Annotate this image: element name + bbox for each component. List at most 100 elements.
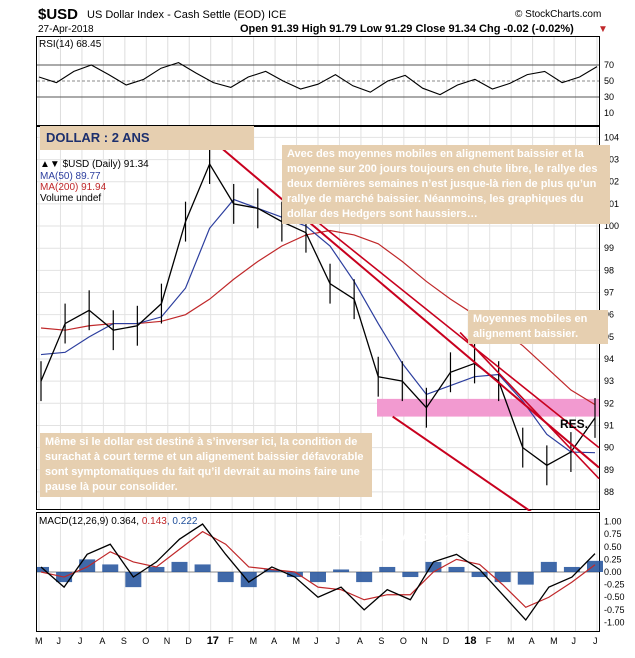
rsi-tick-label: 50	[604, 76, 614, 86]
x-axis-label: J	[56, 636, 61, 646]
price-tick-label: 98	[604, 265, 614, 275]
price-legend-icon: ▲▼	[40, 159, 60, 170]
macd-tick-label: 0.50	[604, 542, 622, 552]
price-tick-label: 94	[604, 354, 614, 364]
macd-histogram-bar	[517, 572, 534, 585]
price-tick-label: 93	[604, 376, 614, 386]
ohlc-readout: Open 91.39 High 91.79 Low 91.29 Close 91…	[240, 23, 574, 35]
ma50-line	[40, 198, 596, 454]
macd-plot: 1.00 0.75 0.50 0.25 0.00 -0.25 -0.50 -0.75 -1.00	[37, 513, 625, 631]
chart-period-title: DOLLAR : 2 ANS	[40, 126, 254, 150]
price-tick-label: 102	[604, 177, 619, 187]
macd-label: MACD(12,26,9) 0.364, 0.143, 0.222	[39, 516, 197, 527]
x-axis-label: A	[271, 636, 277, 646]
price-tick-label: 101	[604, 199, 619, 209]
price-legend-ma50: MA(50) 89.77	[40, 171, 101, 182]
x-axis-label: J	[335, 636, 340, 646]
x-axis-label: J	[572, 636, 577, 646]
price-tick-label: 88	[604, 487, 614, 497]
price-tick-label: 96	[604, 310, 614, 320]
x-axis-label: J	[78, 636, 83, 646]
price-tick-label: 89	[604, 465, 614, 475]
price-legend-ma200: MA(200) 91.94	[40, 182, 107, 193]
x-axis-label: A	[357, 636, 363, 646]
chart-description: US Dollar Index - Cash Settle (EOD) ICE	[87, 9, 287, 21]
annotation-right: Moyennes mobiles en alignement baissier.	[468, 310, 608, 344]
annotation-top: Avec des moyennes mobiles en alignement …	[282, 145, 610, 224]
chart-date: 27-Apr-2018	[38, 24, 94, 35]
price-tick-label: 97	[604, 288, 614, 298]
macd-histogram-bar	[310, 572, 326, 583]
x-axis: M J J A S O N D 17 F M A M J J A S O N D 18 F M A M J J	[35, 635, 598, 647]
rsi-tick-label: 70	[604, 60, 614, 70]
x-axis-label: S	[121, 636, 127, 646]
macd-panel: 1.00 0.75 0.50 0.25 0.00 -0.25 -0.50 -0.75 -1.00…	[36, 512, 625, 632]
price-tick-label: 90	[604, 443, 614, 453]
x-axis-label: J	[593, 636, 598, 646]
price-tick-label: 104	[604, 132, 619, 142]
x-axis-label: M	[507, 636, 514, 646]
resistance-label: RES.	[560, 417, 589, 431]
price-legend-volume: Volume undef	[40, 193, 102, 204]
x-axis-label: O	[400, 636, 407, 646]
rsi-panel: 70 50 30 10 RSI(14) 68.45	[36, 36, 614, 126]
macd-histogram-bar	[563, 566, 580, 572]
price-legend-main: ▲▼ $USD (Daily) 91.34	[40, 159, 149, 170]
macd-tick-label: 0.25	[604, 554, 622, 564]
macd-signal-value: 0.143	[141, 516, 167, 527]
macd-histogram-bar	[333, 569, 350, 572]
x-axis-label: O	[142, 636, 149, 646]
macd-histogram-bar	[263, 569, 280, 572]
x-axis-label: A	[99, 636, 105, 646]
price-tick-label: 99	[604, 243, 614, 253]
x-axis-label: F	[228, 636, 234, 646]
rsi-plot: 70 50 30 10	[37, 37, 614, 125]
rsi-line	[38, 62, 598, 96]
macd-histogram-bar	[540, 561, 557, 572]
macd-line	[40, 523, 596, 621]
x-axis-label: M	[293, 636, 301, 646]
x-axis-label: 17	[207, 635, 219, 647]
macd-histogram-bar	[471, 572, 488, 578]
macd-tick-label: -0.50	[604, 592, 625, 602]
price-tick-label: 92	[604, 398, 614, 408]
macd-tick-label: 1.00	[604, 517, 622, 527]
x-axis-label: N	[164, 636, 171, 646]
annotation-bottom: Même si le dollar est destiné à s’invers…	[40, 433, 372, 497]
x-axis-label: J	[314, 636, 319, 646]
price-tick-label: 91	[604, 420, 614, 430]
x-axis-label: M	[550, 636, 558, 646]
macd-hist-value: , 0.222	[166, 516, 198, 527]
downtrend-line-upper	[216, 143, 600, 469]
x-axis-label: M	[35, 636, 43, 646]
macd-tick-label: 0.00	[604, 567, 622, 577]
macd-histogram-bar	[148, 566, 165, 572]
macd-tick-label: -1.00	[604, 617, 625, 627]
x-axis-label: A	[529, 636, 535, 646]
rsi-tick-label: 30	[604, 92, 614, 102]
price-tick-label: 95	[604, 332, 614, 342]
macd-histogram-bar	[102, 564, 119, 572]
downtrend-line-secondary	[286, 196, 600, 449]
macd-histogram-bar	[448, 566, 465, 572]
macd-histogram-bar	[240, 572, 257, 588]
x-axis-label: S	[378, 636, 384, 646]
macd-histogram-bar	[494, 572, 511, 583]
macd-histogram-bar	[171, 561, 188, 572]
price-legend-price: $USD (Daily) 91.34	[62, 159, 149, 170]
x-axis-label: D	[443, 636, 450, 646]
macd-tick-label: -0.25	[604, 580, 625, 590]
downtrend-line-lower	[392, 415, 532, 511]
x-axis-label: M	[250, 636, 258, 646]
x-axis-label: D	[185, 636, 192, 646]
x-axis-label: F	[486, 636, 492, 646]
rsi-tick-label: 10	[604, 108, 614, 118]
macd-histogram-bar	[425, 561, 442, 572]
chevron-down-icon[interactable]: ▼	[598, 24, 608, 35]
macd-histogram-bar	[194, 564, 211, 572]
macd-histogram-bar	[125, 572, 142, 588]
chart-symbol: $USD	[38, 6, 79, 23]
source-credit[interactable]: © StockCharts.com	[515, 9, 602, 20]
macd-histogram-bar	[217, 572, 234, 583]
